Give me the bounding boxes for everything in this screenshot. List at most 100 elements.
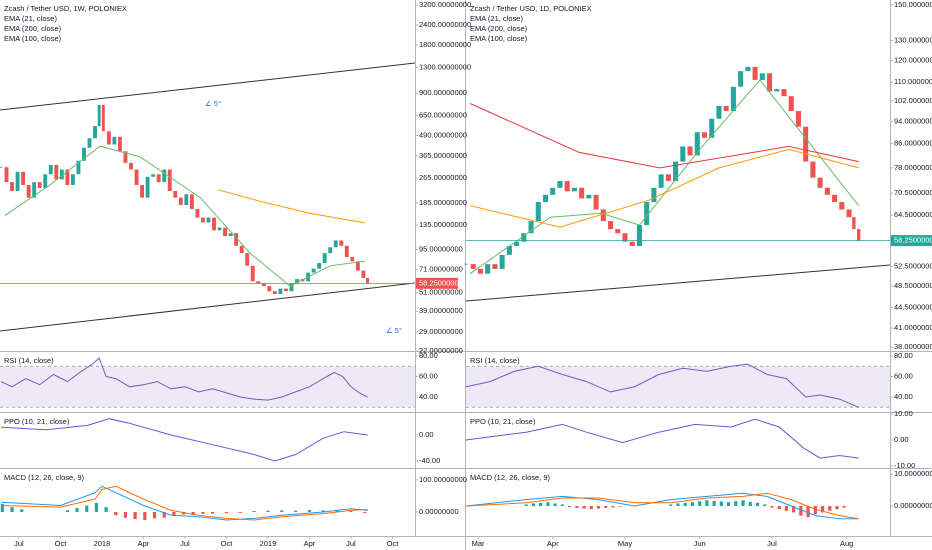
series-line (0, 357, 368, 401)
candle (477, 268, 483, 274)
candle (117, 136, 122, 152)
candle (129, 162, 133, 170)
candle (212, 217, 216, 231)
price-label-box (416, 277, 458, 289)
candle (245, 253, 250, 266)
histogram-bar (813, 506, 817, 514)
histogram-bar (820, 506, 825, 513)
y-tick-label: 3200.00000000 (419, 0, 471, 9)
candle (745, 66, 751, 72)
histogram-bar (806, 506, 810, 518)
series-line (0, 485, 368, 521)
histogram-bar (835, 506, 839, 510)
candle (59, 169, 64, 180)
y-tick-label: 150.00000000 (894, 0, 932, 9)
candle (123, 151, 128, 163)
candle (328, 247, 333, 254)
legend-entry: EMA (21, close) (470, 14, 523, 23)
histogram-bar (741, 500, 745, 507)
x-tick-label: 2019 (260, 539, 277, 548)
histogram-bar (75, 508, 79, 512)
candle (550, 187, 556, 195)
candle (93, 126, 97, 139)
histogram-bar (553, 503, 557, 507)
candle (195, 208, 200, 218)
candle (317, 263, 322, 269)
pane-title: MACD (12, 26, close, 9) (470, 473, 551, 482)
x-tick-label: Apr (304, 539, 316, 548)
histogram-bar (567, 506, 572, 507)
legend-entry: EMA (200, close) (470, 24, 528, 33)
candle (361, 270, 366, 278)
candle (70, 174, 75, 185)
candle (366, 277, 370, 284)
candle (644, 202, 650, 226)
series-line (469, 148, 859, 228)
series-line (465, 363, 859, 408)
candle (101, 104, 105, 132)
candle (767, 73, 773, 92)
histogram-bar (560, 504, 564, 507)
candle (200, 217, 205, 223)
x-tick-label: Mar (472, 539, 485, 548)
histogram-bar (224, 511, 229, 514)
candle (709, 118, 715, 138)
candle (499, 254, 505, 269)
histogram-bar (748, 501, 752, 507)
candle (48, 164, 53, 175)
histogram-bar (162, 511, 166, 518)
candle (26, 184, 31, 198)
y-tick-label: 52.50000000 (894, 261, 932, 270)
y-tick-label: 0.00000000 (894, 501, 932, 510)
histogram-bar (280, 510, 284, 512)
histogram-bar (20, 509, 24, 512)
histogram-bar (726, 502, 731, 507)
histogram-bar (252, 510, 256, 512)
x-tick-label: Jul (767, 539, 777, 548)
candle (506, 246, 512, 255)
y-tick-label: 490.00000000 (419, 130, 467, 139)
y-tick-label: 10.00 (894, 409, 913, 418)
candle (283, 288, 288, 292)
candle (723, 105, 729, 111)
histogram-bar (546, 502, 550, 507)
candle (76, 160, 81, 175)
histogram-bar (676, 503, 680, 507)
histogram-bar (133, 511, 137, 520)
histogram-bar (842, 506, 846, 508)
histogram-bar (799, 506, 803, 516)
price-label: 58.25000000 (894, 236, 932, 245)
series-line (465, 418, 859, 459)
histogram-bar (777, 506, 781, 510)
pane-title: Zcash / Tether USD, 1W, POLONIEX (4, 4, 127, 13)
y-tick-label: 51.00000000 (419, 288, 463, 297)
candle (586, 194, 592, 199)
pane-title: Zcash / Tether USD, 1D, POLONIEX (470, 4, 592, 13)
candle (167, 169, 172, 192)
candle (234, 233, 239, 246)
y-tick-label: 95.00000000 (419, 244, 463, 253)
candle (694, 132, 700, 156)
candle (774, 89, 780, 92)
y-tick-label: 120.00000000 (894, 56, 932, 65)
candle (82, 147, 86, 161)
histogram-bar (181, 511, 186, 515)
y-tick-label: 0.00 (894, 435, 909, 444)
histogram-bar (596, 506, 601, 509)
candle (178, 197, 183, 205)
candle (788, 96, 794, 111)
y-tick-label: 40.00 (419, 392, 438, 401)
candle (636, 225, 642, 247)
candle (339, 240, 344, 246)
y-tick-label: 0.00000000 (419, 507, 459, 516)
candle (651, 187, 657, 203)
y-tick-label: 48.50000000 (894, 281, 932, 290)
histogram-bar (719, 501, 723, 507)
y-tick-label: 900.00000000 (419, 88, 467, 97)
candle (803, 126, 809, 162)
histogram-bar (211, 511, 215, 514)
candle (528, 221, 534, 234)
price-label: 58.25000000 (419, 278, 463, 287)
candle (470, 264, 476, 269)
